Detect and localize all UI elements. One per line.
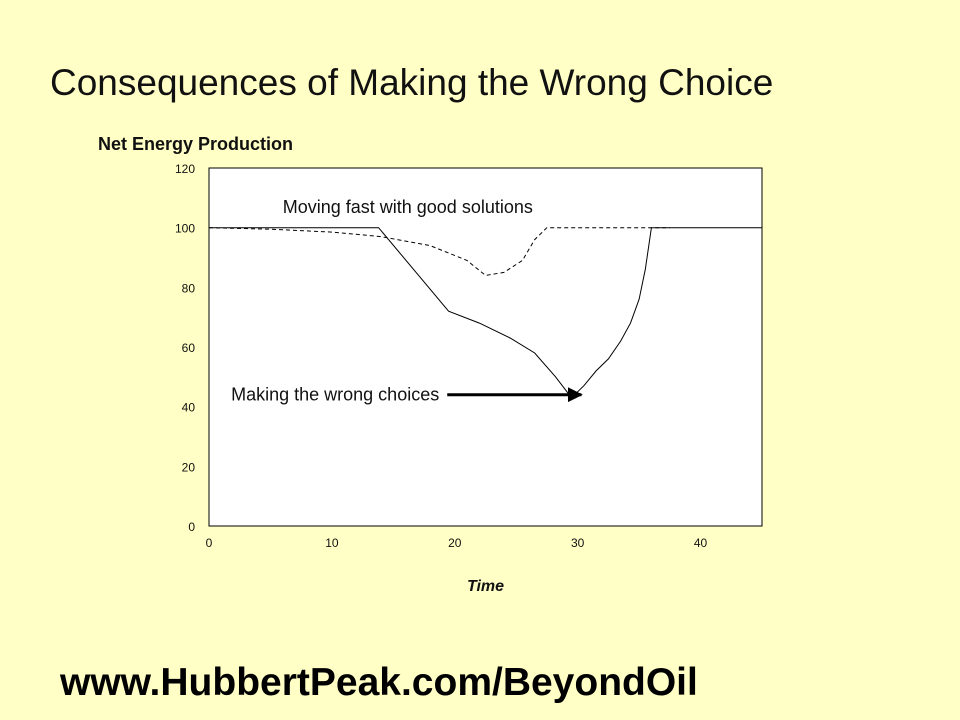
series-layer (208, 227, 762, 399)
y-tick-label: 100 (175, 222, 195, 236)
x-axis-label: Time (467, 578, 504, 595)
chart-title: Net Energy Production (98, 134, 294, 154)
series-line-solid (209, 227, 762, 399)
x-tick-label: 20 (448, 536, 462, 550)
x-tick-label: 40 (694, 536, 708, 550)
y-tick-label: 0 (188, 520, 195, 534)
x-axis-tick-labels: 0 10 20 30 40 (206, 536, 708, 550)
plot-area (208, 167, 763, 527)
series-line-dashed (208, 227, 670, 276)
y-tick-label: 80 (182, 281, 196, 295)
y-tick-label: 60 (182, 341, 196, 355)
y-tick-label: 120 (175, 162, 195, 176)
annotation-good-solutions: Moving fast with good solutions (283, 197, 533, 217)
y-axis-tick-labels: 0 20 40 60 80 100 120 (175, 162, 195, 534)
y-tick-label: 20 (182, 460, 196, 474)
x-tick-label: 10 (325, 536, 339, 550)
annotation-wrong-choices: Making the wrong choices (231, 385, 439, 405)
footer-url[interactable]: www.HubbertPeak.com/BeyondOil (60, 661, 698, 704)
y-tick-label: 40 (182, 401, 196, 415)
x-tick-label: 0 (206, 536, 213, 550)
annotation-layer: Moving fast with good solutions Making th… (231, 197, 583, 405)
slide-title: Consequences of Making the Wrong Choice (50, 62, 774, 103)
x-tick-label: 30 (571, 536, 585, 550)
